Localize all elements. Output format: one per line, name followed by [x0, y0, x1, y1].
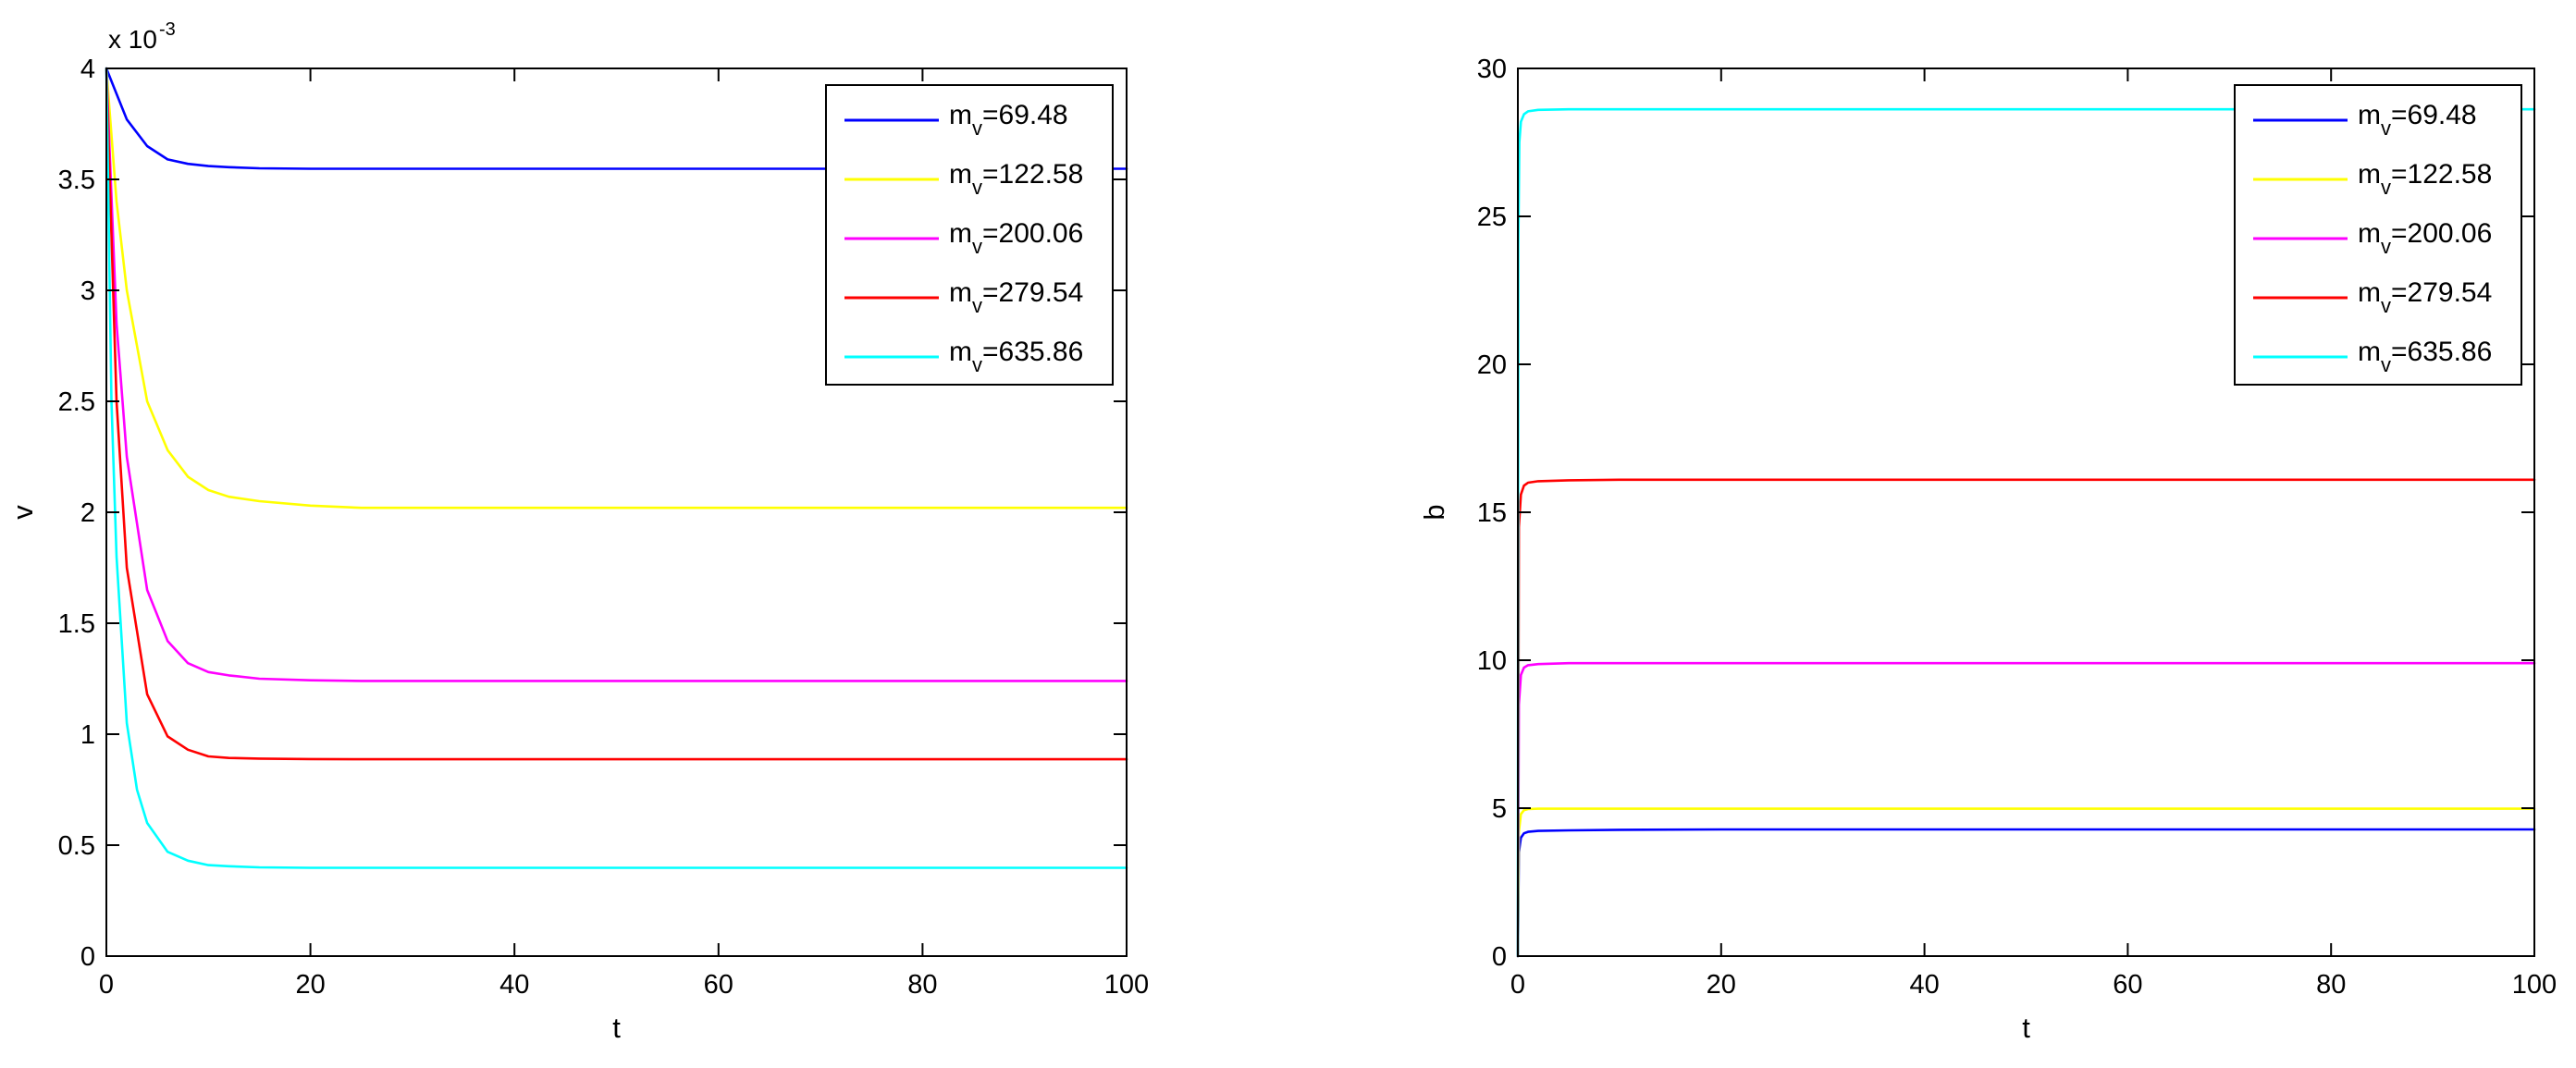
x-tick-label: 80	[2316, 970, 2346, 1000]
series-line-0	[105, 67, 1128, 170]
y-tick-label: 0	[80, 942, 95, 972]
x-tick-label: 0	[1510, 970, 1525, 1000]
y-tick-label: 30	[1477, 55, 1507, 84]
legend-box	[2234, 84, 2522, 386]
legend-entry-0: mv=69.48	[949, 100, 1068, 140]
legend: mv=69.48 mv=122.58 mv=200.06 mv=279.54 mv=63…	[2234, 84, 2522, 386]
legend-box	[825, 84, 1114, 386]
series-line-4	[105, 67, 1128, 869]
series-line-1	[105, 67, 1128, 509]
x-tick-label: 20	[295, 970, 325, 1000]
y-tick-label: 10	[1477, 646, 1507, 676]
x-tick-label: 100	[2512, 970, 2557, 1000]
x-axis-label: t	[2022, 1012, 2030, 1044]
right-chart-panel: 0 20 40 60 80 100 0 5 10 15 20 25 30 t b mv=69.48 mv=122…	[1418, 55, 2557, 1044]
y-tick-label: 3	[80, 276, 95, 306]
y-tick-label: 15	[1477, 498, 1507, 528]
y-tick-label: 20	[1477, 350, 1507, 380]
y-tick-label: 25	[1477, 203, 1507, 232]
y-tick-label: 1.5	[58, 609, 95, 639]
series-line-3	[1516, 478, 2536, 958]
x-tick-label: 60	[704, 970, 733, 1000]
x-tick-label: 20	[1707, 970, 1736, 1000]
y-tick-label: 5	[1492, 794, 1507, 824]
legend-entry-1: mv=122.58	[2358, 159, 2492, 199]
y-axis-label: b	[1418, 504, 1450, 520]
legend-entry-2: mv=200.06	[949, 218, 1083, 258]
y-tick-label: 2.5	[58, 387, 95, 417]
x-tick-label: 40	[499, 970, 529, 1000]
y-tick-label: 1	[80, 720, 95, 750]
x-tick-label: 0	[99, 970, 114, 1000]
x-tick-label: 80	[907, 970, 937, 1000]
series-line-2	[105, 67, 1128, 682]
series-line-1	[1516, 807, 2536, 958]
series-line-2	[1516, 661, 2536, 958]
legend: mv=69.48 mv=122.58 mv=200.06 mv=279.54 mv=63…	[825, 84, 1114, 386]
y-tick-label: 3.5	[58, 166, 95, 195]
y-tick-label: 4	[80, 55, 95, 84]
legend-entry-3: mv=279.54	[949, 277, 1083, 317]
series-line-4	[1516, 107, 2536, 958]
legend-entry-2: mv=200.06	[2358, 218, 2492, 258]
x-tick-label: 60	[2113, 970, 2142, 1000]
series-line-0	[1516, 828, 2536, 958]
x-tick-label: 100	[1104, 970, 1149, 1000]
legend-entry-3: mv=279.54	[2358, 277, 2492, 317]
y-axis-label: v	[6, 505, 39, 520]
series-line-3	[105, 67, 1128, 761]
y-tick-label: 0.5	[58, 831, 95, 861]
x-tick-label: 40	[1909, 970, 1939, 1000]
legend-entry-1: mv=122.58	[949, 159, 1083, 199]
legend-entry-0: mv=69.48	[2358, 100, 2477, 140]
legend-entry-4: mv=635.86	[2358, 337, 2492, 376]
y-tick-label: 2	[80, 498, 95, 528]
y-tick-label: 0	[1492, 942, 1507, 972]
x-axis-label: t	[612, 1012, 621, 1044]
legend-entry-4: mv=635.86	[949, 337, 1083, 376]
